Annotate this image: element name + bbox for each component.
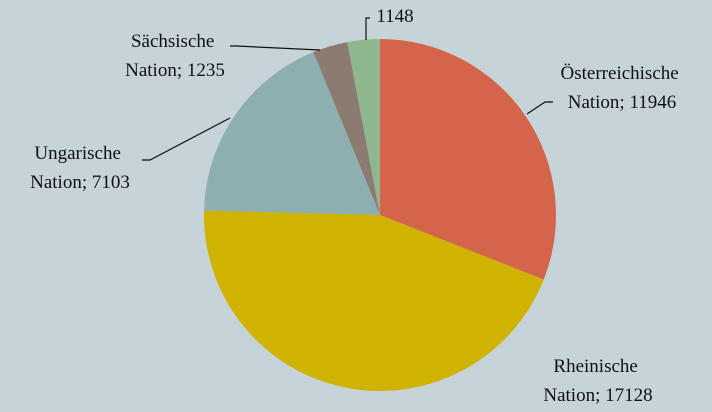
data-label: Österreichische Nation; 11946 (561, 63, 684, 113)
leader-line (142, 117, 231, 161)
pie-slice (204, 52, 380, 215)
leader-line (526, 101, 553, 115)
data-label: Sächsische Nation; 1235 (125, 31, 225, 81)
data-label: Rheinische Nation; 17128 (543, 356, 652, 406)
data-label: Ungarische Nation; 7103 (30, 143, 130, 193)
leader-line (365, 17, 370, 40)
pie-slice (380, 39, 556, 280)
pie-slice (204, 210, 544, 391)
leader-line (230, 45, 321, 51)
pie-slice (347, 39, 380, 215)
pie-slice (313, 42, 380, 216)
data-label: 1148 (376, 6, 413, 27)
